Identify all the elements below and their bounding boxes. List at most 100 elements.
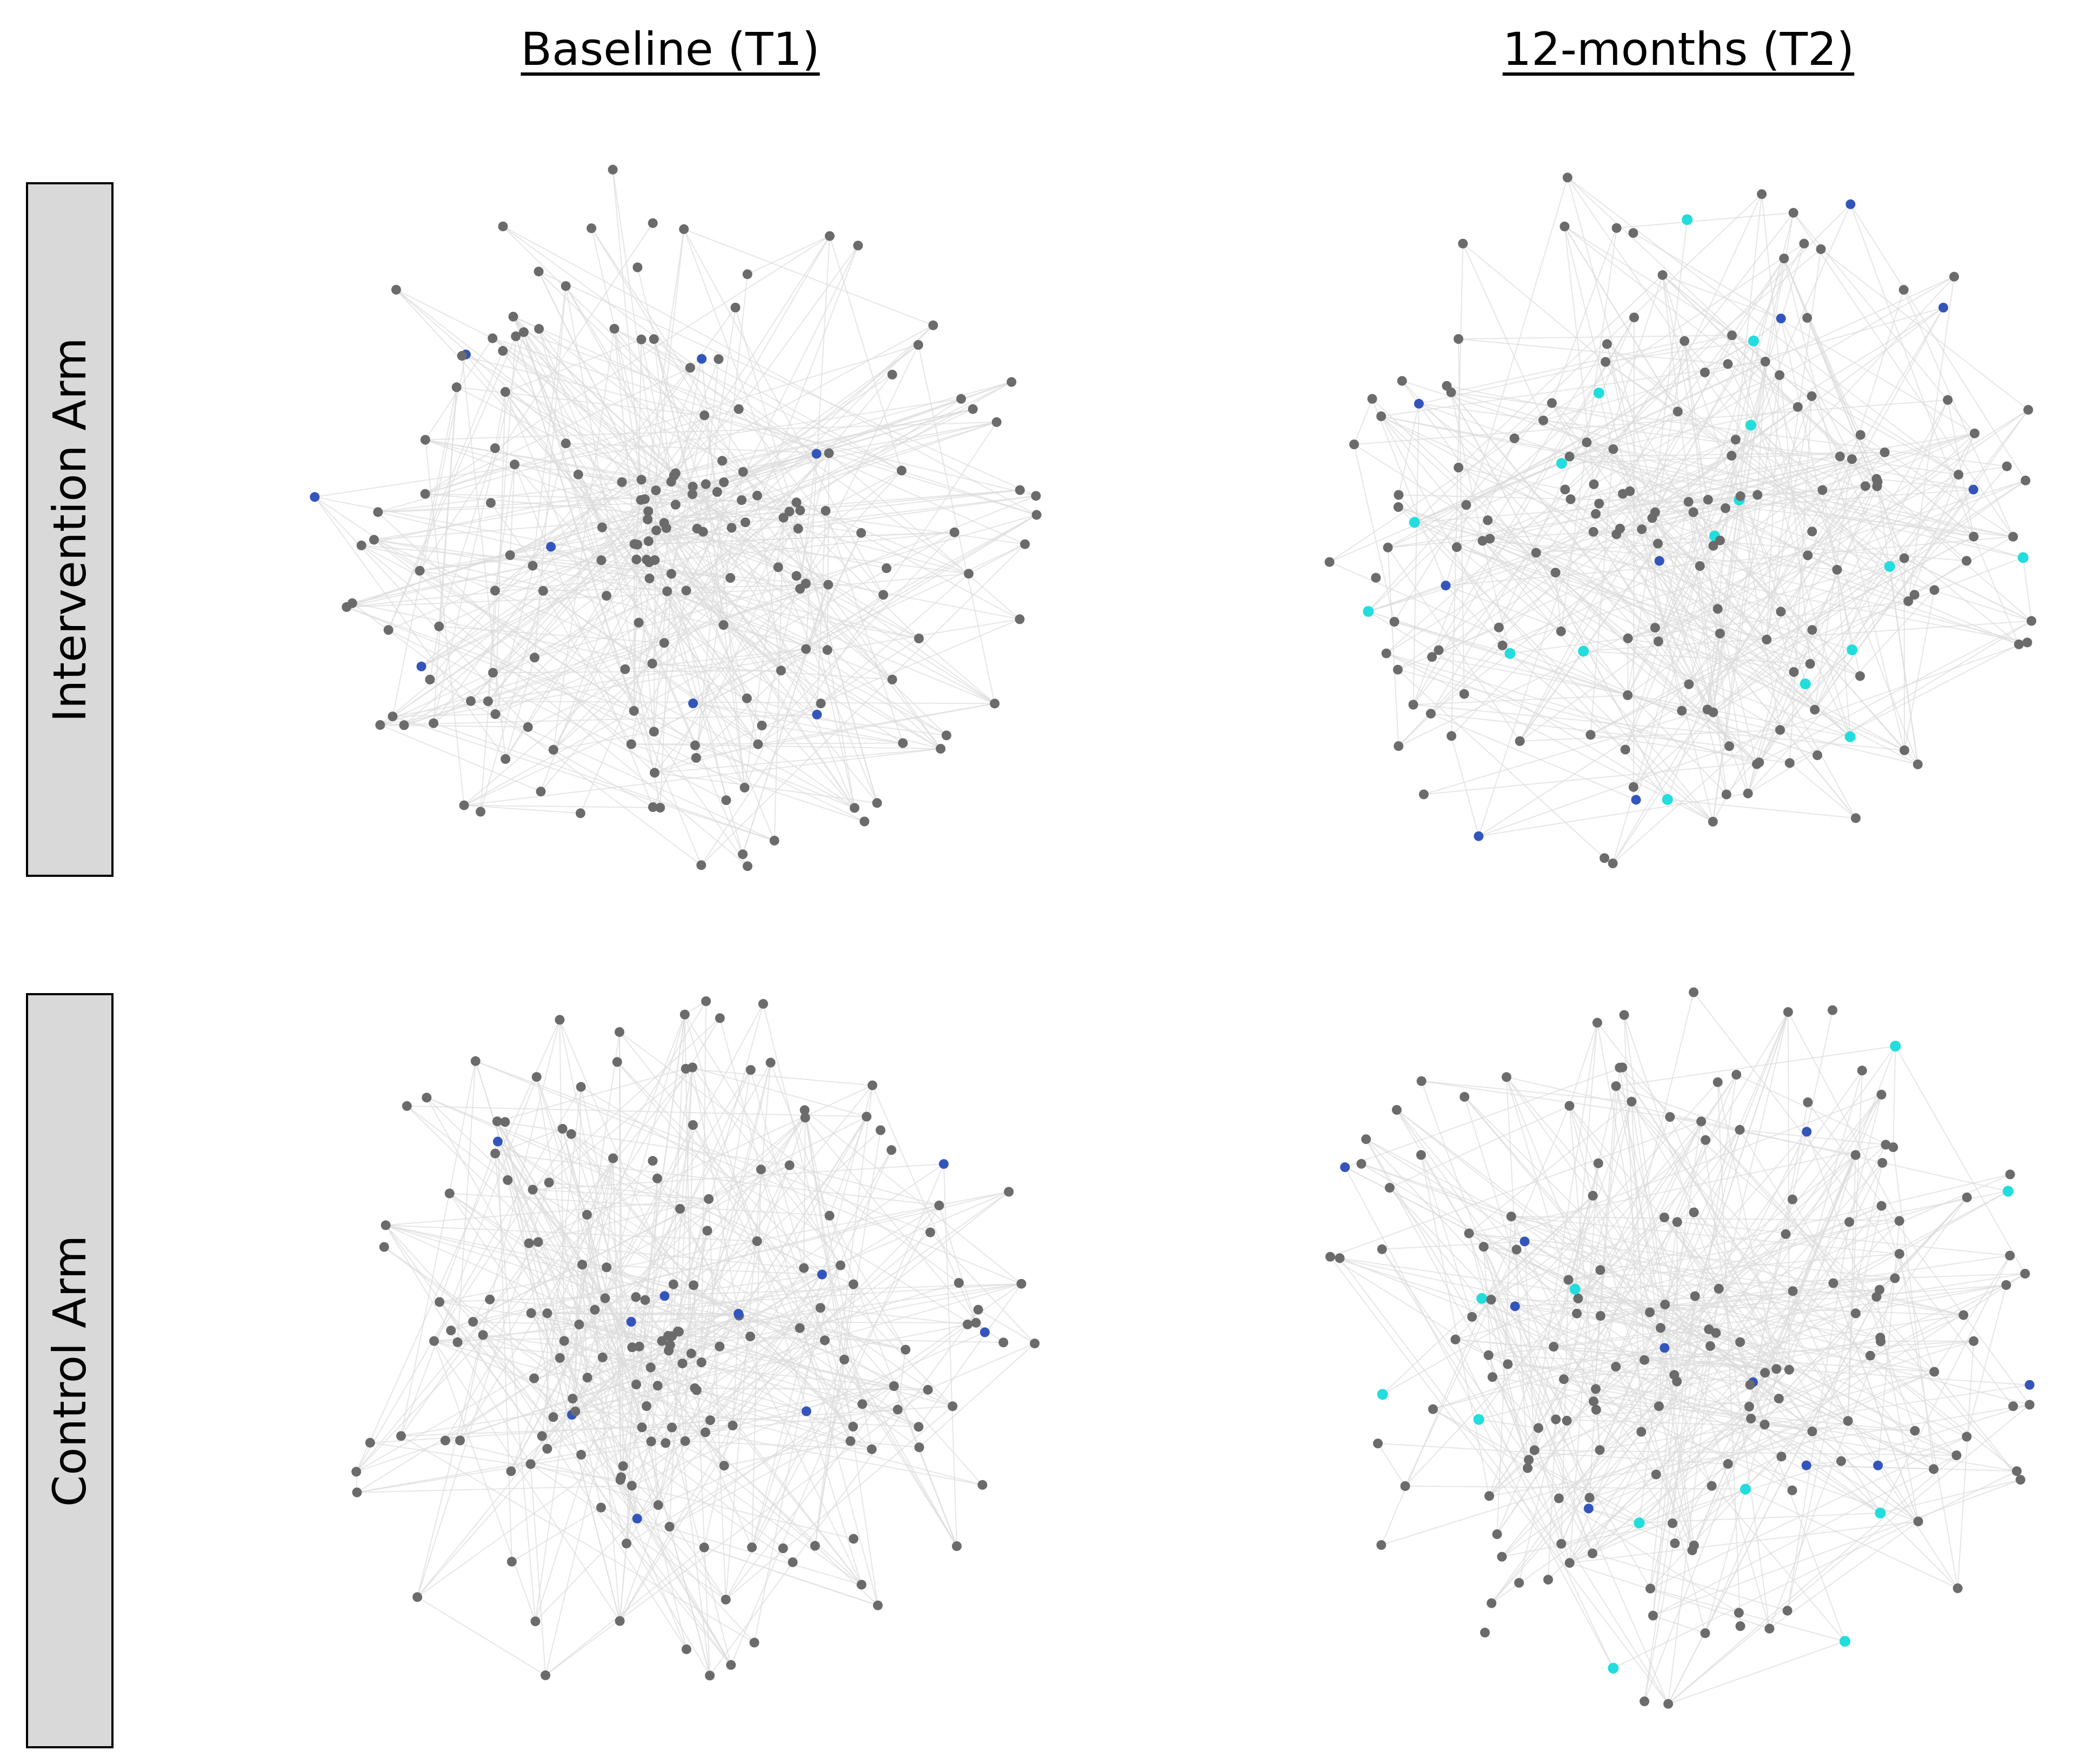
network-edge — [495, 1153, 939, 1206]
network-edge — [612, 169, 642, 480]
network-edge — [614, 328, 817, 455]
network-edge — [425, 493, 745, 523]
network-edge — [1502, 480, 2026, 646]
network-edge — [407, 1106, 734, 1426]
network-edge — [445, 1440, 854, 1540]
network-node-blue — [492, 1136, 503, 1147]
network-edge — [683, 229, 884, 595]
network-edge — [705, 359, 719, 484]
network-node-default — [1551, 1414, 1561, 1424]
network-node-default — [1900, 745, 1909, 755]
network-edge — [1478, 1419, 1539, 1429]
network-edge — [1677, 411, 1974, 537]
network-edge — [1421, 1080, 1702, 1122]
network-edge — [356, 1067, 693, 1472]
network-node-default — [388, 711, 398, 722]
network-edge — [1469, 1233, 1895, 1279]
network-node-cyan — [1634, 1517, 1645, 1528]
network-node-default — [668, 1279, 678, 1289]
network-edge — [601, 1507, 731, 1666]
network-edge — [614, 329, 655, 732]
network-edge — [1389, 1105, 1570, 1189]
network-node-default — [1865, 1350, 1875, 1361]
network-edge — [1471, 1316, 1657, 1475]
network-node-default — [778, 1543, 788, 1553]
network-node-default — [396, 1431, 406, 1441]
network-node-default — [1689, 987, 1699, 997]
network-edge — [450, 1330, 794, 1563]
network-node-default — [934, 1200, 944, 1210]
network-edge — [1934, 1371, 2021, 1480]
network-edge — [652, 528, 799, 664]
network-node-default — [1695, 561, 1705, 571]
network-node-default — [1670, 1538, 1680, 1548]
network-edge — [361, 545, 855, 809]
network-edge — [1728, 1371, 1935, 1465]
network-edge — [894, 1386, 983, 1486]
network-node-default — [1523, 1463, 1532, 1473]
network-node-default — [2001, 1280, 2011, 1290]
network-node-default — [664, 1346, 674, 1356]
network-node-default — [948, 1401, 958, 1412]
network-edge — [1528, 1459, 1695, 1546]
network-edge — [374, 490, 656, 541]
network-node-default — [631, 1292, 641, 1302]
network-node-default — [653, 1500, 663, 1510]
network-node-default — [1802, 312, 1813, 323]
network-edge — [1398, 645, 1503, 747]
network-edge — [419, 543, 635, 571]
network-edge — [708, 1199, 825, 1341]
network-node-default — [1503, 1359, 1513, 1369]
network-node-blue — [1520, 1236, 1530, 1247]
network-edge — [1564, 226, 1959, 475]
network-edge — [1958, 465, 2007, 475]
network-edge — [742, 471, 941, 749]
network-edge — [1382, 1241, 1525, 1250]
network-edge — [1382, 1195, 1594, 1395]
network-node-default — [1451, 542, 1462, 553]
network-node-default — [1325, 1252, 1335, 1262]
network-edge — [464, 804, 661, 808]
network-edge — [719, 1116, 867, 1347]
network-edge — [1569, 1521, 1918, 1564]
network-node-default — [745, 1332, 755, 1342]
network-edge — [1876, 478, 1974, 490]
network-edge — [1361, 1163, 1935, 1373]
network-node-default — [1688, 507, 1698, 517]
network-node-blue — [2024, 1380, 2035, 1390]
network-node-default — [1807, 1426, 1817, 1436]
network-node-default — [1588, 1548, 1597, 1559]
network-node-default — [1595, 1265, 1605, 1275]
network-edge — [361, 545, 748, 867]
network-edge — [649, 531, 955, 563]
network-node-default — [1851, 813, 1861, 823]
network-edge — [1780, 481, 1878, 612]
network-node-default — [800, 1113, 810, 1123]
network-node-default — [485, 498, 496, 508]
network-edge — [1664, 1144, 1887, 1349]
network-edge — [586, 1214, 632, 1486]
network-edge — [1569, 1163, 1599, 1563]
network-node-default — [1031, 510, 1042, 520]
network-edge — [1596, 1022, 1650, 1313]
network-node-default — [1881, 1140, 1891, 1150]
network-node-default — [622, 1539, 631, 1549]
network-edge — [502, 350, 995, 704]
network-edge — [1595, 992, 1695, 1389]
network-edge — [1833, 1282, 1964, 1316]
network-node-default — [429, 718, 438, 728]
network-node-default — [699, 1542, 709, 1553]
network-node-default — [1650, 623, 1660, 633]
network-edge — [1412, 317, 1635, 705]
network-edge — [705, 1432, 983, 1486]
network-edge — [621, 1432, 706, 1478]
network-node-default — [1677, 705, 1687, 716]
network-edge — [1652, 1479, 2021, 1616]
network-node-default — [498, 346, 508, 356]
network-edge — [1639, 1512, 1881, 1523]
network-node-default — [1704, 1324, 1714, 1334]
network-edge — [463, 577, 731, 806]
network-node-default — [1588, 527, 1598, 537]
network-edge — [424, 440, 465, 806]
network-edge — [400, 1076, 537, 1436]
